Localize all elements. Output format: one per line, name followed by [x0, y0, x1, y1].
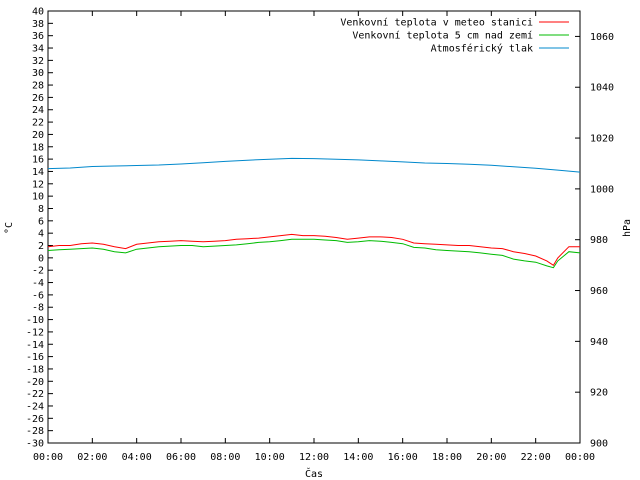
y-axis-left-label: °C — [4, 222, 15, 234]
series-group — [47, 157, 581, 269]
y-left-tick-label: -8 — [32, 303, 44, 314]
y-left-tick-label: 8 — [38, 204, 44, 215]
y-right-tick-label: 980 — [590, 235, 608, 246]
y-left-tick-label: -22 — [26, 389, 44, 400]
legend-label-3: Atmosférický tlak — [431, 43, 533, 55]
y-left-tick-label: 10 — [32, 192, 44, 203]
y-axis-right-label: hPa — [622, 219, 633, 237]
x-ticks: 00:00 02:00 04:00 06:00 08:00 10:00 12:00 14:00… — [33, 11, 595, 463]
y-right-tick-label: 920 — [590, 388, 608, 399]
x-axis-label: Čas — [305, 467, 323, 480]
y-left-tick-label: -6 — [32, 290, 44, 301]
x-tick-label: 20:00 — [476, 452, 506, 463]
y-left-tick-label: -28 — [26, 426, 44, 437]
axes — [47, 10, 581, 444]
x-tick-label: 22:00 — [521, 452, 551, 463]
y-left-tick-label: -26 — [26, 414, 44, 425]
y-left-tick-label: 16 — [32, 155, 44, 166]
y-left-tick-label: 26 — [32, 93, 44, 104]
legend-label-1: Venkovní teplota v meteo stanici — [340, 17, 533, 29]
legend: Venkovní teplota v meteo staniciVenkovní… — [340, 17, 569, 55]
y-left-tick-label: -10 — [26, 315, 44, 326]
y-right-tick-label: 1060 — [590, 32, 614, 43]
x-tick-label: 12:00 — [299, 452, 329, 463]
y-left-tick-label: 4 — [38, 229, 44, 240]
y-right-ticks: 900 920 940 960 980 1000 1020 1040 1060 — [575, 32, 614, 450]
y-left-tick-label: -18 — [26, 364, 44, 375]
y-left-tick-label: 38 — [32, 19, 44, 30]
x-tick-label: 16:00 — [388, 452, 418, 463]
plot-frame — [47, 10, 581, 444]
y-left-tick-label: 32 — [32, 56, 44, 67]
y-left-tick-label: 40 — [32, 7, 44, 18]
x-tick-label: 06:00 — [166, 452, 196, 463]
y-right-tick-label: 1000 — [590, 184, 614, 195]
x-tick-label: 00:00 — [565, 452, 595, 463]
y-left-tick-label: 0 — [38, 253, 44, 264]
y-left-tick-label: 22 — [32, 118, 44, 129]
legend-label-2: Venkovní teplota 5 cm nad zemí — [352, 30, 533, 42]
y-right-tick-label: 900 — [590, 439, 608, 450]
y-right-tick-label: 940 — [590, 337, 608, 348]
y-left-tick-label: 20 — [32, 130, 44, 141]
y-left-tick-label: 28 — [32, 81, 44, 92]
series-line-2 — [47, 238, 581, 269]
y-left-tick-label: -20 — [26, 377, 44, 388]
x-tick-label: 10:00 — [255, 452, 285, 463]
x-tick-label: 00:00 — [33, 452, 63, 463]
x-tick-label: 18:00 — [432, 452, 462, 463]
x-tick-label: 08:00 — [210, 452, 240, 463]
y-left-tick-label: -24 — [26, 401, 44, 412]
y-left-tick-label: -4 — [32, 278, 44, 289]
series-line-1 — [47, 233, 580, 267]
y-left-tick-label: 12 — [32, 179, 44, 190]
x-tick-label: 04:00 — [122, 452, 152, 463]
y-left-tick-label: 6 — [38, 216, 44, 227]
series-line-3 — [47, 157, 581, 173]
y-left-tick-label: -16 — [26, 352, 44, 363]
y-left-tick-label: 2 — [38, 241, 44, 252]
y-left-ticks: -30-28-26-24-22-20-18-16-14-12-10-8-6-4-… — [26, 7, 53, 450]
y-right-tick-label: 960 — [590, 286, 608, 297]
x-tick-label: 14:00 — [343, 452, 373, 463]
y-left-tick-label: 14 — [32, 167, 44, 178]
y-left-tick-label: -14 — [26, 340, 44, 351]
y-left-tick-label: 34 — [32, 44, 44, 55]
y-left-tick-label: -12 — [26, 327, 44, 338]
y-left-tick-label: 30 — [32, 68, 44, 79]
y-right-tick-label: 1020 — [590, 134, 614, 145]
y-left-tick-label: 18 — [32, 142, 44, 153]
y-right-tick-label: 1040 — [590, 83, 614, 94]
x-tick-label: 02:00 — [77, 452, 107, 463]
y-left-tick-label: 36 — [32, 31, 44, 42]
y-left-tick-label: -2 — [32, 266, 44, 277]
y-left-tick-label: 24 — [32, 105, 44, 116]
y-left-tick-label: -30 — [26, 439, 44, 450]
